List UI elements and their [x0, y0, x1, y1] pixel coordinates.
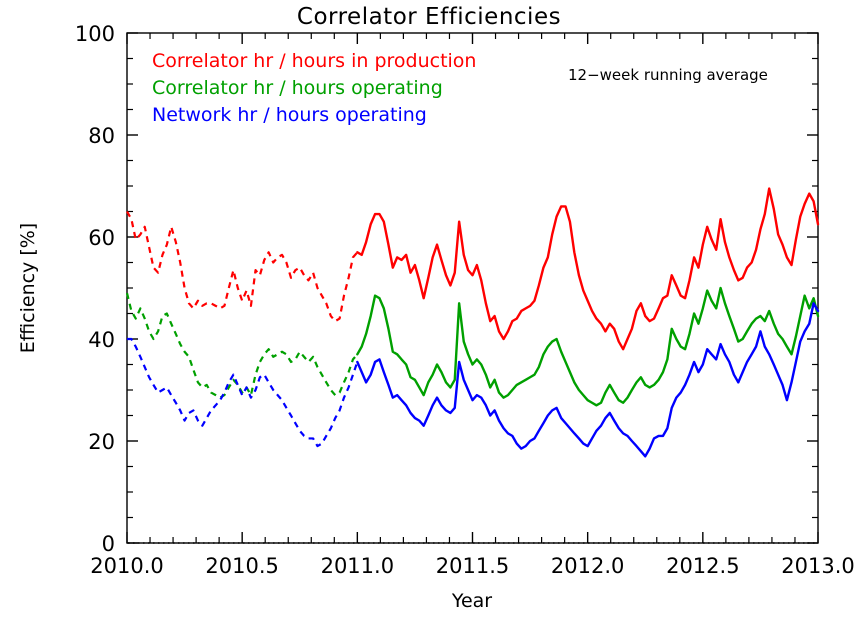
x-tick-label: 2011.0	[321, 554, 394, 578]
x-tick-label: 2010.0	[90, 554, 163, 578]
series-line-dashed-2	[127, 337, 359, 448]
y-tick-label: 0	[102, 532, 115, 556]
series-line-solid-2	[356, 302, 820, 458]
page-title: Correlator Efficiencies	[296, 4, 562, 30]
y-axis-label: Efficiency [%]	[17, 223, 39, 353]
running-average-annotation: 12−week running average	[568, 66, 768, 84]
series-line-solid-0	[356, 187, 820, 351]
axes-group	[126, 32, 819, 544]
legend-item-correlator-operating: Correlator hr / hours operating	[152, 77, 443, 99]
y-tick-label: 20	[88, 430, 115, 454]
y-tick-label: 60	[88, 226, 115, 250]
series-line-dashed-0	[126, 210, 359, 323]
x-tick-label: 2011.5	[436, 554, 509, 578]
x-tick-label: 2012.5	[666, 554, 739, 578]
y-tick-label: 100	[75, 22, 115, 46]
series-line-dashed-1	[125, 292, 359, 399]
tick-label-group: 2010.0 2010.5 2011.0 2011.5 2012.0 2012.5 2013…	[75, 22, 855, 578]
x-tick-label: 2013.0	[781, 554, 854, 578]
series-group	[125, 187, 820, 458]
series-line-solid-1	[356, 286, 820, 407]
y-tick-label: 80	[88, 124, 115, 148]
legend-item-network-operating: Network hr / hours operating	[152, 104, 427, 126]
x-axis-label: Year	[451, 590, 492, 612]
x-tick-label: 2010.5	[205, 554, 278, 578]
y-tick-label: 40	[88, 328, 115, 352]
legend: Correlator hr / hours in production Corr…	[152, 48, 476, 129]
x-tick-label: 2012.0	[551, 554, 624, 578]
legend-item-correlator-production: Correlator hr / hours in production	[152, 50, 477, 72]
